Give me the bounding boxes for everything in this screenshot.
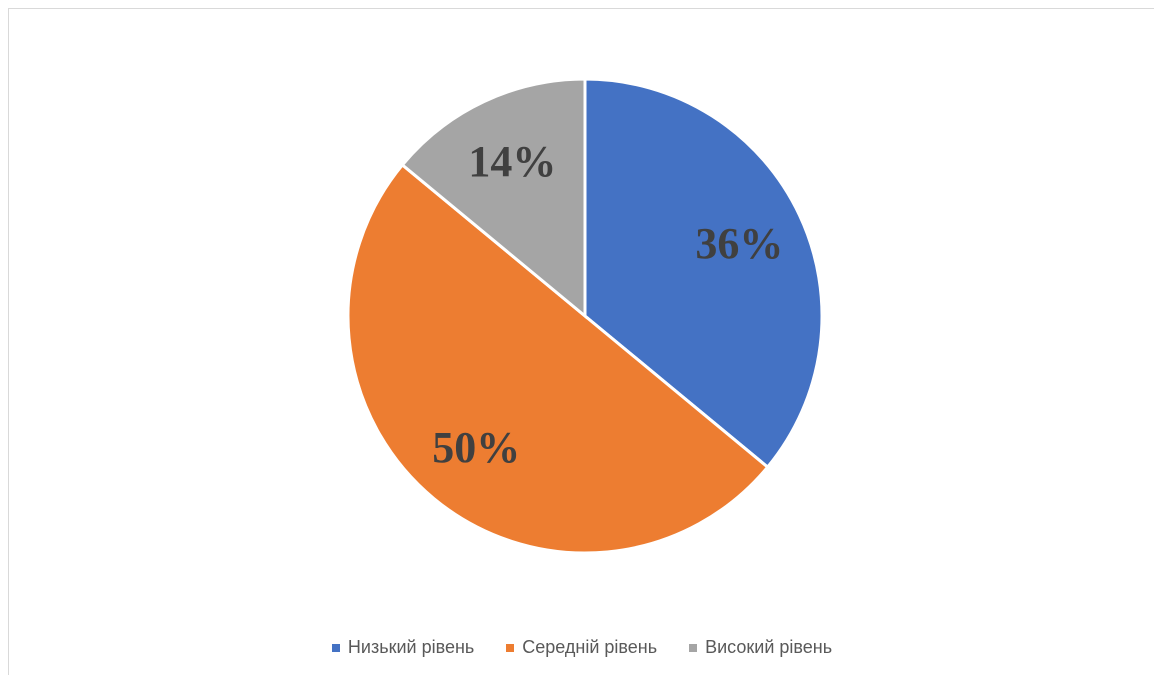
pie-slice-1: [583, 77, 824, 470]
legend-swatch-1: [331, 643, 340, 652]
pie-slice-3: [400, 77, 587, 320]
legend-item-2: Середній рівень: [506, 637, 657, 658]
data-label-3: 14%: [468, 137, 556, 186]
legend-label-1: Низький рівень: [347, 637, 475, 657]
pie-chart: 36% 50% 14%: [346, 77, 824, 555]
legend: Низький рівень Середній рівень Високий рів…: [9, 637, 1154, 658]
chart-area: 36% 50% 14% Низький рівень Середній рівень В…: [8, 8, 1154, 675]
legend-label-2: Середній рівень: [522, 637, 658, 657]
legend-item-3: Високий рівень: [689, 637, 832, 658]
legend-item-1: Низький рівень: [331, 637, 475, 658]
legend-label-3: Високий рівень: [705, 637, 833, 657]
data-label-2: 50%: [432, 423, 520, 472]
data-label-1: 36%: [695, 219, 783, 268]
legend-swatch-2: [506, 643, 515, 652]
pie-slice-2: [346, 162, 770, 555]
legend-swatch-3: [689, 643, 698, 652]
